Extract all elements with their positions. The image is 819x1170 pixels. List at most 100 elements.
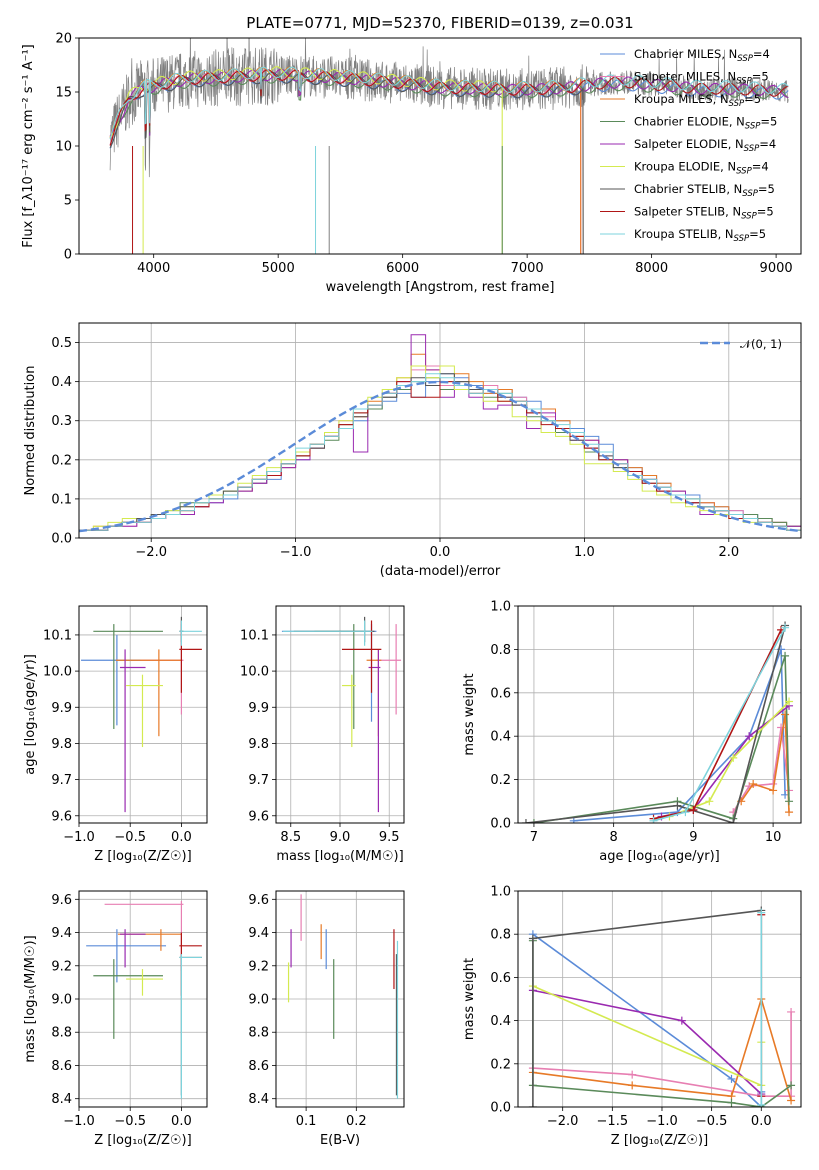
- plus-marker: [781, 623, 790, 632]
- plot-frame: [78, 37, 802, 255]
- mass-weight-series: [532, 989, 762, 1095]
- clipped-plot-area: [521, 621, 794, 823]
- legend-label-text: Salpeter MILES, N: [634, 70, 736, 84]
- legend-subscript: SSP: [742, 189, 758, 199]
- y-axis-label: age [log₁₀(age/yr)]: [23, 654, 38, 775]
- plus-marker: [677, 1016, 686, 1025]
- mass-weight-series: [669, 700, 790, 818]
- error-bar-point: [179, 954, 202, 1099]
- mass-vs-reddening-panel: 0.1 0.2 8.4 8.6 8.8 9.0 9.2 9.4 9.6 E(B-V): [248, 890, 405, 1148]
- y-tick-label: 5: [64, 194, 72, 209]
- age-vs-metallicity-panel: −1.0 −0.5 0.0 9.6 9.7 9.8 9.9 10.0 10.1 Z [log₁₀(…: [23, 605, 208, 864]
- y-tick-label: 0.4: [490, 730, 511, 745]
- y-axis-label: Flux [f_λ10⁻¹⁷ erg cm⁻² s⁻¹ A⁻¹]: [21, 44, 36, 248]
- error-bar-point: [126, 969, 163, 996]
- y-tick-label: 9.9: [51, 701, 72, 716]
- plot-frame: [517, 890, 802, 1108]
- x-tick-label: 0.0: [430, 545, 451, 560]
- plus-marker: [785, 808, 794, 817]
- legend-suffix: =5: [760, 115, 777, 129]
- y-tick-label: 9.8: [51, 737, 72, 752]
- legend-label-text: Salpeter ELODIE, N: [634, 137, 744, 151]
- x-tick-label: −2.0: [135, 545, 167, 560]
- plus-marker: [729, 753, 738, 762]
- legend-entry-label: Kroupa STELIB, NSSP=5: [634, 227, 766, 244]
- y-tick-label: 9.6: [51, 809, 72, 824]
- y-tick-label: 9.6: [248, 893, 269, 908]
- x-tick-label: 9.0: [330, 830, 351, 845]
- x-axis-label: E(B-V): [320, 1133, 360, 1148]
- y-tick-label: 0.2: [490, 773, 511, 788]
- legend-entry-label: 𝒩(0, 1): [740, 337, 782, 351]
- legend-label-text: Chabrier ELODIE, N: [634, 115, 745, 129]
- legend-suffix: =4: [753, 47, 770, 61]
- y-axis-label: mass weight: [462, 673, 477, 755]
- x-tick-label: 7: [530, 830, 538, 845]
- x-tick-label: 6000: [386, 261, 419, 276]
- y-tick-label: 15: [55, 86, 72, 101]
- clipped-plot-area: [86, 900, 202, 1099]
- plus-marker: [785, 797, 794, 806]
- plus-marker: [689, 805, 698, 814]
- y-tick-label: 8.8: [248, 1026, 269, 1041]
- legend-label-text: Kroupa MILES, N: [634, 92, 729, 106]
- error-bar-point: [179, 620, 202, 646]
- clipped-plot-area: [109, 38, 789, 254]
- y-tick-label: 9.4: [248, 926, 269, 941]
- y-tick-label: 9.0: [248, 993, 269, 1008]
- plus-marker: [727, 1098, 736, 1107]
- y-tick-label: 10.0: [43, 665, 72, 680]
- mass-weight-vs-metallicity-panel: −2.0 −1.5 −1.0 −0.5 0.0 0.0 0.2 0.4 0.6 0.8 1.0 Z […: [462, 885, 802, 1148]
- plus-marker: [673, 801, 682, 810]
- mass-weight-series: [525, 625, 786, 823]
- y-tick-label: 20: [55, 32, 72, 47]
- y-tick-label: 9.2: [248, 959, 269, 974]
- plus-marker: [681, 808, 690, 817]
- y-tick-label: 10.1: [43, 628, 72, 643]
- y-tick-label: 1.0: [490, 885, 511, 900]
- y-tick-label: 10.1: [240, 628, 269, 643]
- y-tick-label: 0.1: [51, 492, 72, 507]
- legend-subscript: SSP: [745, 122, 761, 132]
- mass-weight-vs-age-panel: 7 8 9 10 0.0 0.2 0.4 0.6 0.8 1.0 age [log₁₀(age/yr…: [462, 600, 802, 864]
- x-tick-label: 4000: [137, 261, 170, 276]
- legend-subscript: SSP: [744, 144, 760, 154]
- y-tick-label: 0.6: [490, 971, 511, 986]
- error-bar-point: [293, 616, 375, 643]
- grid-lines: [276, 606, 404, 823]
- error-bar-point: [341, 674, 356, 748]
- plot-frame: [78, 605, 208, 824]
- y-tick-label: 8.6: [248, 1059, 269, 1074]
- plus-marker: [769, 786, 778, 795]
- legend-entry-label: Chabrier MILES, NSSP=4: [634, 47, 770, 64]
- error-bar-point: [179, 954, 202, 1096]
- error-bar-point: [140, 624, 184, 715]
- legend: 𝒩(0, 1): [700, 337, 782, 351]
- plot-frame: [517, 605, 802, 824]
- y-tick-label: 9.2: [51, 959, 72, 974]
- legend-label-text: Chabrier STELIB, N: [634, 182, 742, 196]
- mass-weight-series: [653, 629, 782, 820]
- plus-marker: [787, 1007, 796, 1016]
- y-tick-label: 0.0: [51, 532, 72, 547]
- error-bar-point: [93, 959, 163, 1039]
- x-tick-label: 8.5: [280, 830, 301, 845]
- legend-label-text: Kroupa ELODIE, N: [634, 160, 736, 174]
- legend-entry-label: Salpeter ELODIE, NSSP=4: [634, 137, 776, 154]
- legend-suffix: =4: [752, 160, 769, 174]
- model-spectrum-line: [109, 66, 789, 139]
- x-tick-label: 0.0: [171, 1114, 192, 1129]
- x-tick-label: 10: [765, 830, 782, 845]
- error-bar-point: [115, 649, 182, 737]
- plus-marker: [729, 819, 738, 823]
- x-tick-label: −0.5: [114, 830, 146, 845]
- plus-marker: [649, 816, 658, 823]
- y-tick-label: 0.5: [51, 336, 72, 351]
- legend-subscript: SSP: [737, 54, 753, 64]
- plus-marker: [757, 908, 766, 917]
- legend-suffix: =5: [752, 70, 769, 84]
- grid-lines: [518, 605, 801, 824]
- clipped-plot-area: [79, 334, 801, 538]
- x-tick-label: 0.1: [296, 1114, 317, 1129]
- grid-lines: [78, 891, 207, 1107]
